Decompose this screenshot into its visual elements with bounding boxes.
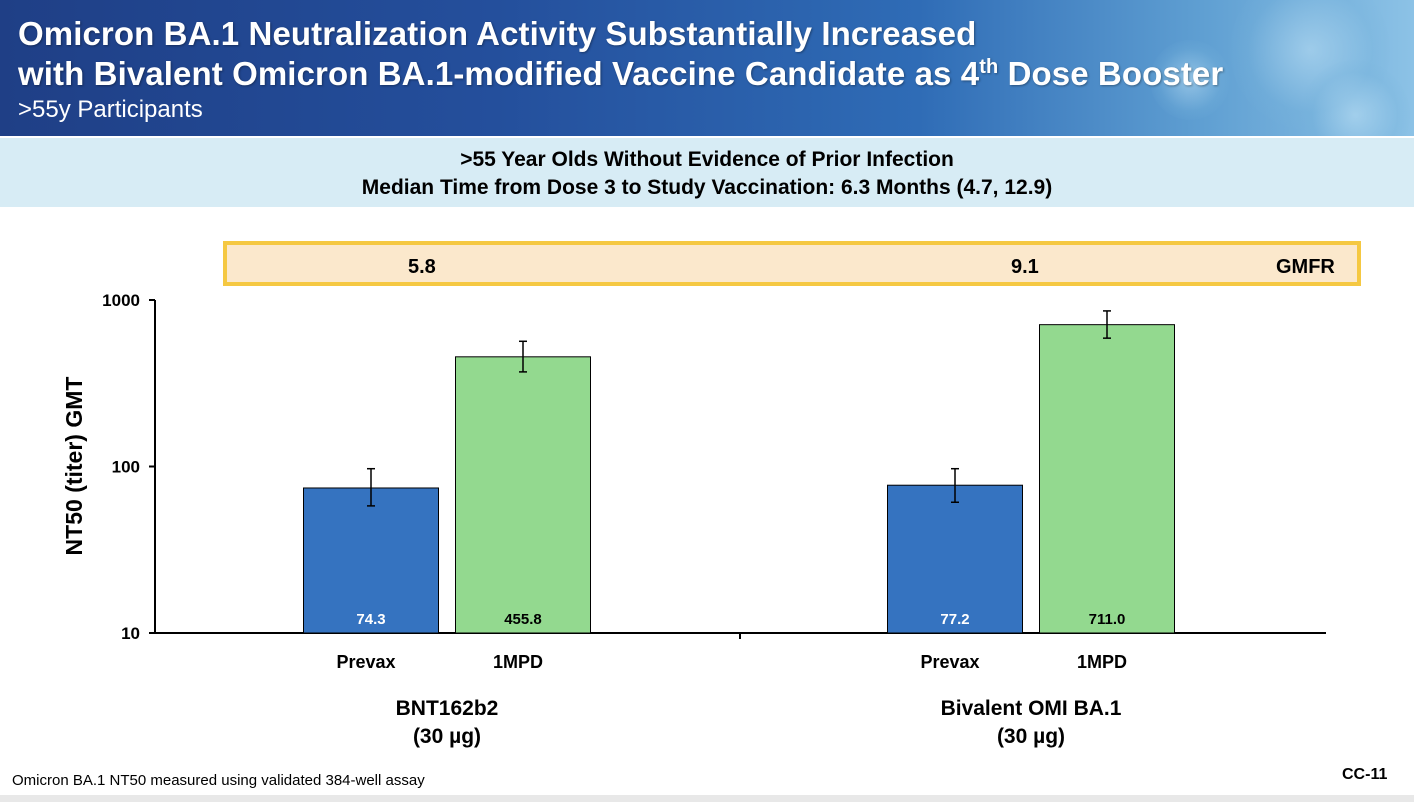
y-tick-label: 1000 <box>102 291 140 310</box>
gmfr-box: 5.8 9.1 GMFR <box>223 241 1361 286</box>
x-category-label: 1MPD <box>493 652 543 672</box>
slide-id: CC-11 <box>1342 766 1388 783</box>
gmfr-value-1: 5.8 <box>408 256 436 278</box>
x-category-label: Prevax <box>920 652 979 672</box>
group-label: BNT162b2 <box>396 697 499 720</box>
footnote: Omicron BA.1 NT50 measured using validat… <box>12 772 425 789</box>
group-label: Bivalent OMI BA.1 <box>941 697 1122 720</box>
group-dose-label: (30 µg) <box>413 725 481 748</box>
bar <box>303 487 439 634</box>
bar <box>455 356 591 634</box>
title-line-2: with Bivalent Omicron BA.1-modified Vacc… <box>18 54 1223 94</box>
title-line-1: Omicron BA.1 Neutralization Activity Sub… <box>18 15 977 52</box>
title-line-2-end: Dose Booster <box>998 55 1224 92</box>
y-axis-label: NT50 (titer) GMT <box>61 377 87 556</box>
population-line-1: >55 Year Olds Without Evidence of Prior … <box>460 148 954 171</box>
slide-header: Omicron BA.1 Neutralization Activity Sub… <box>0 0 1414 136</box>
gmfr-value-2: 9.1 <box>1011 256 1039 278</box>
bar-value-label: 455.8 <box>504 611 542 628</box>
bar-value-label: 711.0 <box>1089 611 1126 628</box>
group-dose-label: (30 µg) <box>997 725 1065 748</box>
bar <box>1039 324 1175 634</box>
y-tick-label: 10 <box>121 624 140 643</box>
x-category-label: Prevax <box>336 652 395 672</box>
gmfr-label: GMFR <box>1276 256 1335 278</box>
x-category-label: 1MPD <box>1077 652 1127 672</box>
bar-value-label: 77.2 <box>940 611 969 628</box>
title-superscript: th <box>979 56 999 78</box>
slide-subtitle: >55y Participants <box>18 96 203 123</box>
bar-value-label: 74.3 <box>356 611 385 628</box>
title-line-2-text: with Bivalent Omicron BA.1-modified Vacc… <box>18 55 980 92</box>
virus-decoration-icon <box>1150 40 1230 120</box>
population-banner: >55 Year Olds Without Evidence of Prior … <box>0 138 1414 207</box>
y-tick-label: 100 <box>112 458 140 477</box>
population-line-2: Median Time from Dose 3 to Study Vaccina… <box>361 176 1053 199</box>
bottom-strip <box>0 795 1414 802</box>
slide-title: Omicron BA.1 Neutralization Activity Sub… <box>18 14 1223 94</box>
bar <box>887 484 1023 634</box>
